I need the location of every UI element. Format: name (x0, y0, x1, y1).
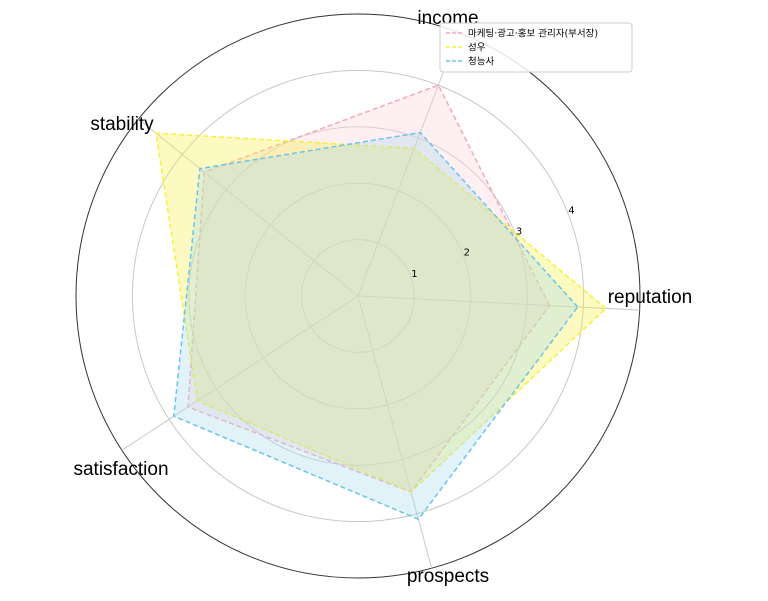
grid-ring-1 (301, 239, 415, 353)
axis-label-reputation: reputation (608, 287, 693, 308)
spoke-reputation (357, 295, 640, 311)
label-layer: 1234reputationincomestabilitysatisfactio… (73, 8, 692, 587)
spoke-stability (138, 118, 359, 297)
spoke-income (357, 32, 459, 297)
spoke-satisfaction (121, 295, 359, 451)
legend-label-1: 성우 (468, 43, 486, 54)
series-line-2 (172, 131, 579, 521)
r-tick-label: 3 (516, 227, 522, 238)
series-layer (155, 84, 607, 521)
legend-label-0: 마케팅·광고·홍보 관리자(부서장) (468, 28, 598, 40)
axis-label-stability: stability (90, 114, 154, 135)
outer-frame (75, 13, 641, 579)
grid-ring-2 (244, 182, 472, 410)
r-tick-label: 2 (464, 248, 470, 259)
axis-label-satisfaction: satisfaction (73, 459, 168, 480)
legend-box (439, 22, 633, 73)
axis-label-prospects: prospects (407, 566, 489, 587)
r-tick-label: 1 (411, 269, 417, 280)
series-fill-2 (173, 132, 578, 520)
series-line-0 (187, 84, 551, 493)
legend-label-2: 청능사 (468, 57, 494, 68)
grid-ring-4 (131, 69, 585, 523)
series-fill-1 (156, 133, 606, 492)
grid-ring-3 (188, 126, 528, 466)
series-line-1 (155, 132, 607, 493)
series-fill-0 (188, 85, 550, 492)
grid-layer (75, 13, 641, 579)
spoke-prospects (357, 295, 433, 569)
r-tick-label: 4 (568, 206, 574, 217)
